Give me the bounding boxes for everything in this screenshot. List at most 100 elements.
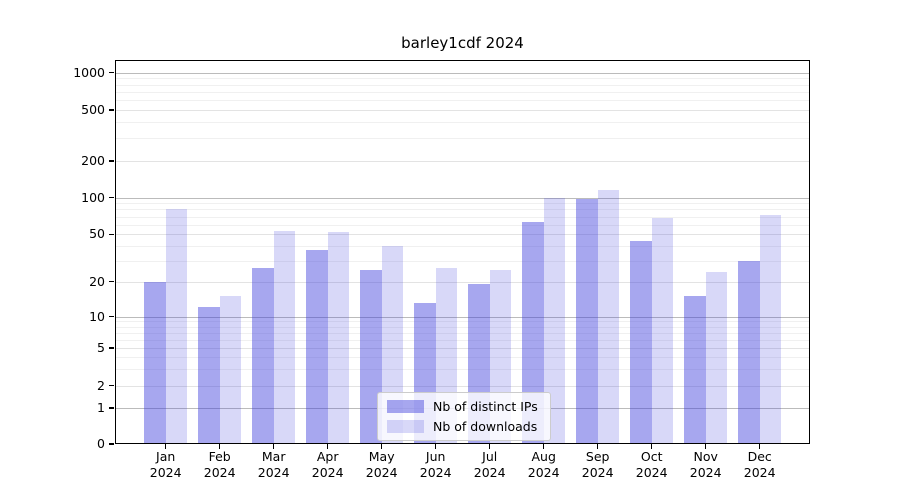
gridline — [115, 110, 810, 111]
x-tick-mark — [164, 444, 167, 449]
legend-swatch-distinct-ips-icon — [387, 400, 424, 413]
y-tick-mark — [109, 347, 114, 349]
y-tick-label: 100 — [81, 189, 105, 205]
y-tick-label: 1 — [97, 400, 105, 415]
y-tick-mark — [109, 384, 114, 387]
x-tick-mark — [758, 444, 761, 449]
legend-item: Nb of distinct IPs — [387, 399, 538, 414]
plot-area — [115, 60, 810, 444]
gridline — [115, 72, 810, 74]
y-tick-label: 50 — [89, 226, 105, 242]
bar-distinct_ips-sep — [576, 199, 598, 444]
y-tick-label: 1000 — [73, 64, 105, 80]
gridline — [115, 332, 810, 334]
y-tick-mark — [109, 280, 114, 283]
x-tick-mark — [704, 444, 707, 449]
legend-label: Nb of distinct IPs — [433, 399, 538, 414]
bar-downloads-mar — [273, 231, 296, 444]
x-tick-label: Dec 2024 — [743, 449, 776, 480]
y-tick-label: 10 — [89, 308, 105, 324]
x-tick-mark — [434, 444, 437, 449]
y-tick-mark — [109, 196, 114, 199]
y-tick-mark — [109, 443, 114, 445]
bar-downloads-apr — [327, 232, 350, 444]
bar-distinct_ips-jan — [144, 281, 166, 444]
x-tick-label: Jan 2024 — [149, 449, 182, 480]
bar-distinct_ips-mar — [252, 267, 274, 444]
chart-title: barley1cdf 2024 — [401, 34, 524, 52]
gridline — [115, 122, 810, 124]
y-tick-mark — [109, 407, 114, 409]
x-tick-label: Mar 2024 — [257, 449, 290, 480]
bar-distinct_ips-dec — [738, 260, 760, 444]
legend-item: Nb of downloads — [387, 419, 538, 434]
gridline — [115, 224, 810, 226]
x-tick-mark — [542, 444, 545, 449]
bar-downloads-oct — [651, 218, 674, 444]
gridline — [115, 260, 810, 262]
x-tick-mark — [326, 444, 329, 449]
x-tick-label: Jul 2024 — [473, 449, 506, 480]
x-tick-label: Jun 2024 — [419, 449, 452, 480]
gridline — [115, 84, 810, 86]
x-tick-label: Feb 2024 — [203, 449, 236, 480]
bar-distinct_ips-may — [360, 270, 382, 444]
x-tick-label: Aug 2024 — [527, 449, 560, 480]
legend-label: Nb of downloads — [433, 419, 538, 434]
x-tick-mark — [596, 444, 599, 449]
x-tick-mark — [272, 444, 275, 449]
bar-distinct_ips-nov — [684, 296, 706, 444]
x-tick-mark — [650, 444, 653, 449]
gridline — [115, 281, 810, 283]
x-tick-label: Sep 2024 — [581, 449, 614, 480]
x-tick-label: Nov 2024 — [689, 449, 722, 480]
gridline — [115, 91, 810, 93]
bar-downloads-sep — [597, 190, 620, 444]
gridline — [115, 385, 810, 387]
gridline — [115, 339, 810, 341]
bar-downloads-dec — [759, 215, 782, 444]
y-tick-mark — [109, 71, 114, 74]
gridline — [115, 100, 810, 102]
gridline — [115, 161, 810, 162]
bar-downloads-jan — [165, 209, 188, 444]
y-tick-mark — [109, 160, 114, 162]
bar-distinct_ips-oct — [630, 240, 652, 444]
x-tick-mark — [488, 444, 491, 449]
bar-downloads-feb — [219, 296, 242, 444]
y-tick-label: 5 — [97, 340, 105, 355]
bar-distinct_ips-apr — [306, 249, 328, 444]
bar-distinct_ips-feb — [198, 307, 220, 444]
gridline — [115, 368, 810, 370]
x-tick-label: Oct 2024 — [635, 449, 668, 480]
gridline — [115, 209, 810, 211]
gridline — [115, 348, 810, 349]
y-tick-label: 20 — [89, 273, 105, 289]
bar-downloads-aug — [543, 197, 566, 444]
legend-swatch-downloads-icon — [387, 420, 424, 433]
gridline — [115, 357, 810, 359]
legend: Nb of distinct IPs Nb of downloads — [377, 392, 551, 441]
y-tick-mark — [109, 109, 114, 111]
gridline — [115, 216, 810, 218]
y-tick-label: 0 — [97, 436, 105, 451]
gridline — [115, 197, 810, 199]
gridline — [115, 245, 810, 247]
gridline — [115, 234, 810, 236]
x-tick-label: May 2024 — [365, 449, 398, 480]
gridline — [115, 326, 810, 328]
gridline — [115, 138, 810, 140]
bar-downloads-nov — [705, 272, 728, 444]
gridline — [115, 78, 810, 80]
x-tick-label: Apr 2024 — [311, 449, 344, 480]
y-tick-label: 2 — [97, 377, 105, 393]
y-tick-label: 200 — [81, 153, 105, 168]
gridline — [115, 321, 810, 323]
y-tick-mark — [109, 315, 114, 318]
y-tick-label: 500 — [81, 102, 105, 117]
gridline — [115, 203, 810, 205]
gridline — [115, 316, 810, 318]
x-tick-mark — [218, 444, 221, 449]
y-tick-mark — [109, 233, 114, 236]
